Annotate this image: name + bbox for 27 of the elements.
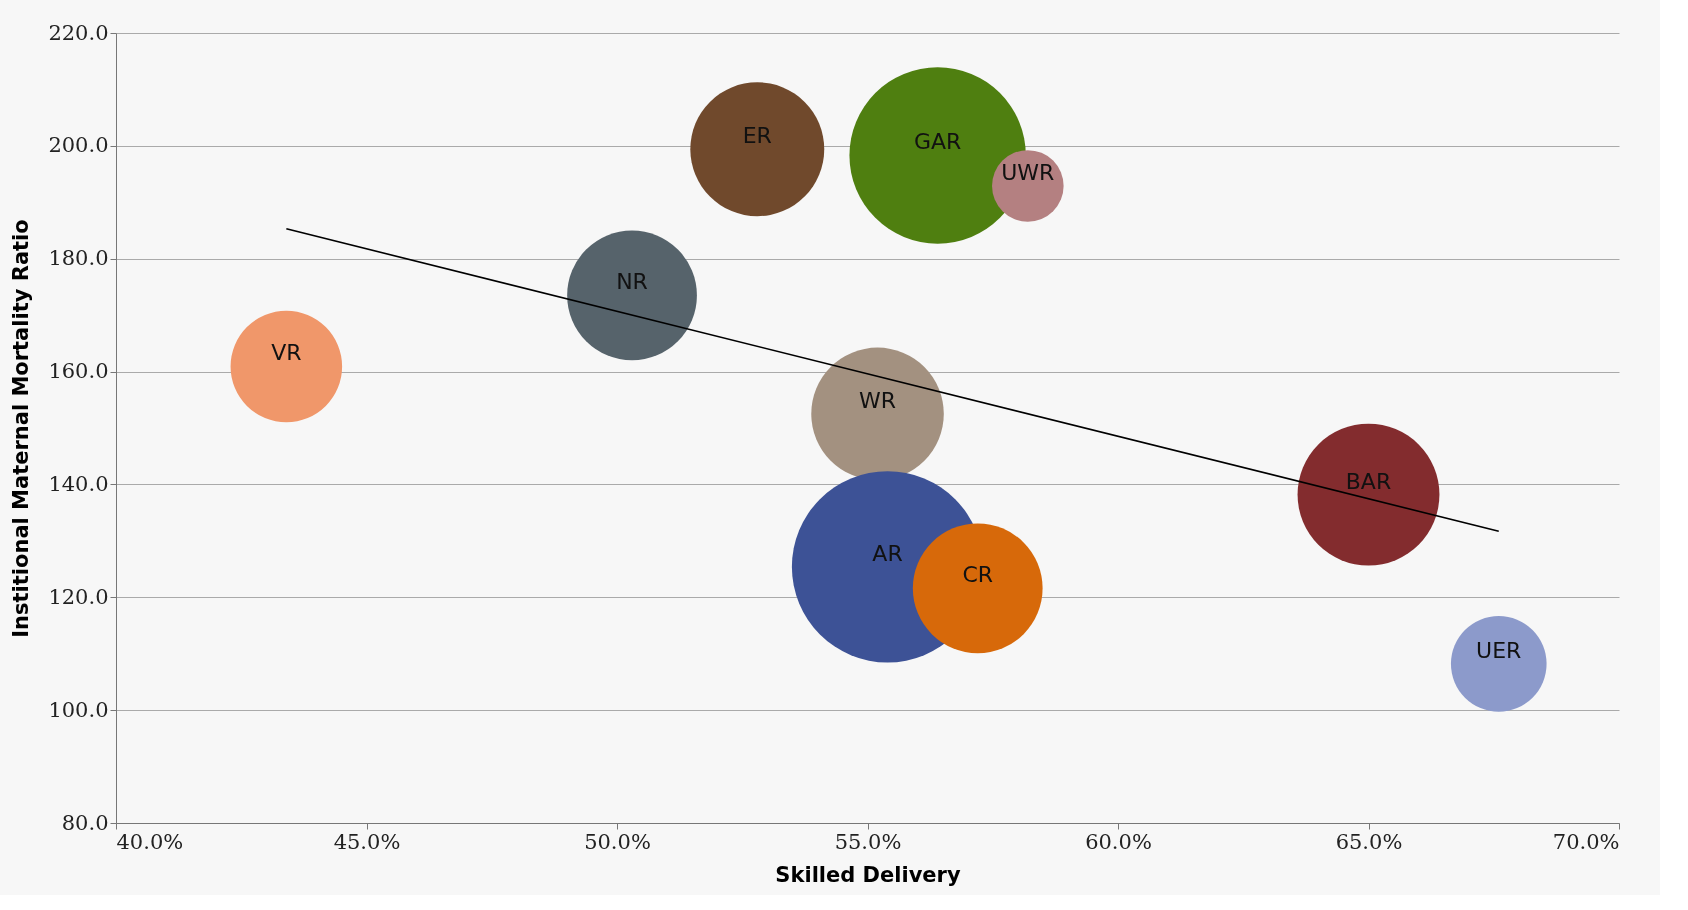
y-tick-label: 220.0 [48,20,109,45]
series-label: BAR [1345,468,1392,494]
y-axis-title: Institional Maternal Mortality Ratio [9,219,34,638]
x-tick-label: 65.0% [1335,829,1403,854]
x-axis-title: Skilled Delivery [775,862,961,887]
y-tick-label: 80.0 [61,810,109,835]
y-tick-label: 160.0 [48,359,109,384]
y-tick-label: 140.0 [48,471,109,496]
series-label: UWR [1001,159,1055,185]
x-tick-label: 40.0% [116,829,184,854]
y-tick-label: 100.0 [48,697,109,722]
series-label: NR [616,269,648,295]
y-tick-label: 200.0 [48,133,109,158]
series-label: AR [872,540,903,566]
series-label: GAR [913,129,962,155]
series-label: ER [742,123,772,149]
series-label: VR [271,340,302,366]
x-tick-label: 45.0% [333,829,401,854]
series-label: CR [962,562,994,588]
y-tick-label: 180.0 [48,246,109,271]
x-tick-label: 60.0% [1085,829,1152,854]
series-label: WR [859,387,897,413]
series-label: UER [1476,637,1522,663]
y-tick-label: 120.0 [48,584,109,609]
x-tick-label: 55.0% [834,829,902,854]
x-tick-label: 50.0% [584,829,651,854]
x-tick-label: 70.0% [1552,829,1620,854]
